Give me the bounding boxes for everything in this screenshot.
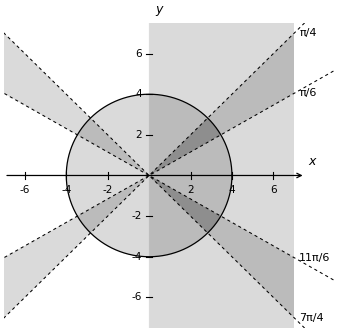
Text: 4: 4 (228, 185, 235, 195)
Text: 6: 6 (135, 48, 142, 59)
Text: x: x (308, 155, 316, 168)
Text: 2: 2 (187, 185, 194, 195)
Text: -2: -2 (103, 185, 113, 195)
Text: π/4: π/4 (299, 28, 317, 38)
Text: 7π/4: 7π/4 (299, 313, 324, 323)
Text: 6: 6 (270, 185, 277, 195)
Text: 2: 2 (135, 130, 142, 140)
Text: -4: -4 (131, 252, 142, 262)
Text: -6: -6 (20, 185, 30, 195)
Text: π/6: π/6 (299, 88, 317, 98)
Text: -2: -2 (131, 211, 142, 221)
Text: -4: -4 (61, 185, 71, 195)
Text: -6: -6 (131, 292, 142, 302)
Text: 4: 4 (135, 89, 142, 99)
Text: 11π/6: 11π/6 (299, 253, 331, 263)
Text: y: y (155, 3, 163, 16)
